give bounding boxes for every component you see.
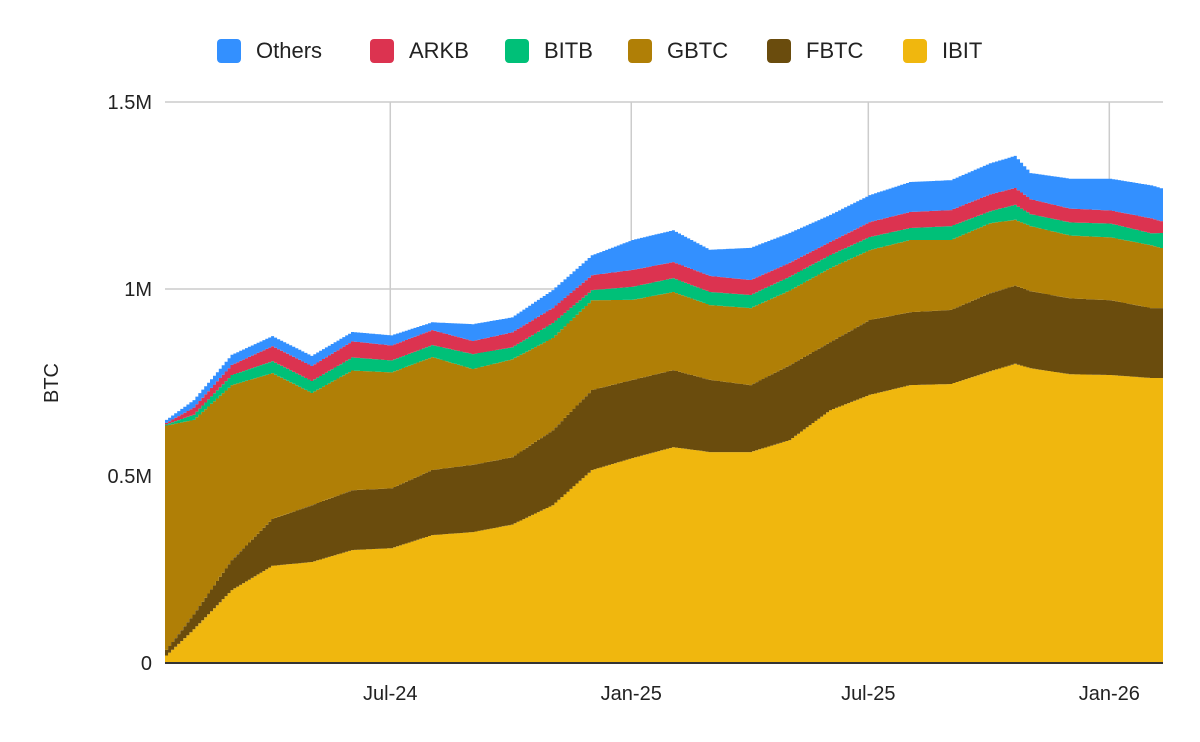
legend-label: ARKB [409,38,469,63]
y-tick-label: 1.5M [108,92,152,114]
x-axis-ticks: Jul-24 Jan-25 Jul-25 Jan-26 [363,683,1140,705]
y-axis-ticks: 0 0.5M 1M 1.5M [108,92,152,675]
legend-swatch [217,39,241,63]
x-tick-label: Jan-25 [601,683,662,705]
legend-label: Others [256,38,322,63]
area-arkb [165,188,1163,425]
area-bitb [165,204,1163,426]
legend-item-fbtc: FBTC [767,38,864,63]
series-areas [165,155,1163,663]
area-gbtc [165,219,1163,650]
x-tick-label: Jan-26 [1079,683,1140,705]
area-others [165,155,1163,423]
legend-swatch [767,39,791,63]
legend-swatch [505,39,529,63]
y-tick-label: 0 [141,653,152,675]
legend-label: IBIT [942,38,982,63]
legend-label: BITB [544,38,593,63]
legend-swatch [628,39,652,63]
legend-item-bitb: BITB [505,38,593,63]
legend-item-gbtc: GBTC [628,38,728,63]
legend-item-ibit: IBIT [903,38,982,63]
legend-item-arkb: ARKB [370,38,469,63]
x-tick-label: Jul-24 [363,683,417,705]
legend-label: GBTC [667,38,728,63]
legend-swatch [903,39,927,63]
legend-label: FBTC [806,38,864,63]
legend-swatch [370,39,394,63]
x-tick-label: Jul-25 [841,683,895,705]
legend: Others ARKB BITB GBTC FBTC IBIT [217,38,982,63]
y-axis-label: BTC [41,363,63,403]
area-ibit [165,363,1163,663]
legend-item-others: Others [217,38,322,63]
y-tick-label: 1M [124,279,152,301]
area-fbtc [165,285,1163,656]
y-tick-label: 0.5M [108,466,152,488]
